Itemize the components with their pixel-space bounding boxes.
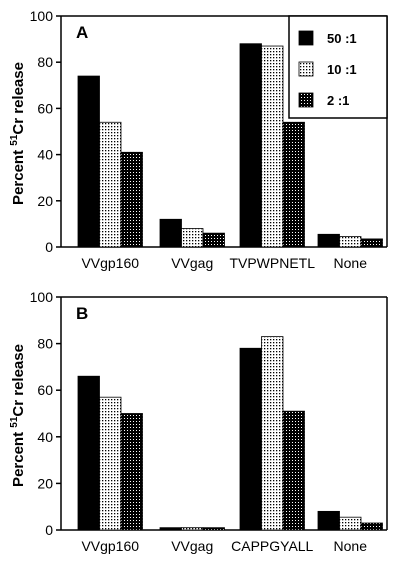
bar-solid (77, 375, 100, 531)
y-tick-label: 60 (37, 100, 53, 116)
bar-solid (159, 527, 182, 531)
category-label: CAPPGYALL (231, 538, 313, 554)
legend-swatch (298, 61, 314, 77)
y-tick-label: 40 (37, 429, 53, 445)
legend-label: 50 :1 (327, 31, 357, 46)
bar-solid (239, 347, 262, 531)
bar-dotted-light (339, 236, 362, 248)
category-label: None (334, 538, 368, 554)
bar-dotted-light (261, 336, 284, 531)
panel-label: B (76, 304, 88, 323)
panel-label: A (76, 23, 88, 42)
y-tick-label: 0 (45, 239, 53, 255)
bar-dotted-dark (202, 527, 225, 531)
bar-dotted-dark (360, 238, 383, 248)
bar-dotted-light (261, 45, 284, 248)
y-tick-label: 0 (45, 522, 53, 538)
y-tick-label: 80 (37, 336, 53, 352)
chart-panel-a: 0 20 40 60 80 100 Percent 51Cr release A VVgp160… (9, 8, 388, 271)
category-label: VVgp160 (81, 255, 139, 271)
y-axis-label: Percent 51Cr release (9, 344, 27, 487)
bar-dotted-dark (360, 522, 383, 531)
legend-label: 2 :1 (327, 93, 349, 108)
bar-dotted-dark (282, 121, 305, 248)
bar-solid (317, 510, 340, 531)
bar-dotted-dark (202, 232, 225, 248)
bar-solid (239, 43, 262, 248)
bar-solid (159, 218, 182, 248)
y-tick-label: 80 (37, 54, 53, 70)
category-label: TVPWPNETL (229, 255, 315, 271)
y-axis-label: Percent 51Cr release (9, 62, 27, 205)
category-label: VVgp160 (81, 538, 139, 554)
y-tick-label: 100 (30, 8, 54, 24)
y-tick-label: 20 (37, 193, 53, 209)
category-label: VVgag (171, 538, 213, 554)
y-tick-label: 100 (30, 289, 54, 305)
y-tick-label: 20 (37, 475, 53, 491)
category-label: VVgag (171, 255, 213, 271)
category-label: None (334, 255, 368, 271)
bar-dotted-light (339, 516, 362, 531)
bar-dotted-dark (120, 413, 143, 531)
y-tick-label: 60 (37, 382, 53, 398)
legend-swatch (298, 30, 314, 46)
y-tick-label: 40 (37, 147, 53, 163)
legend-swatch (298, 92, 314, 108)
chart-panel-b: 0 20 40 60 80 100 Percent 51Cr release B VVgp160… (9, 289, 388, 554)
legend-label: 10 :1 (327, 62, 357, 77)
bar-solid (317, 233, 340, 248)
bar-dotted-light (181, 527, 204, 531)
bar-solid (77, 75, 100, 248)
bar-dotted-dark (282, 410, 305, 531)
bar-dotted-dark (120, 151, 143, 248)
bar-dotted-light (99, 396, 122, 531)
bar-dotted-light (99, 121, 122, 248)
bar-dotted-light (181, 228, 204, 248)
